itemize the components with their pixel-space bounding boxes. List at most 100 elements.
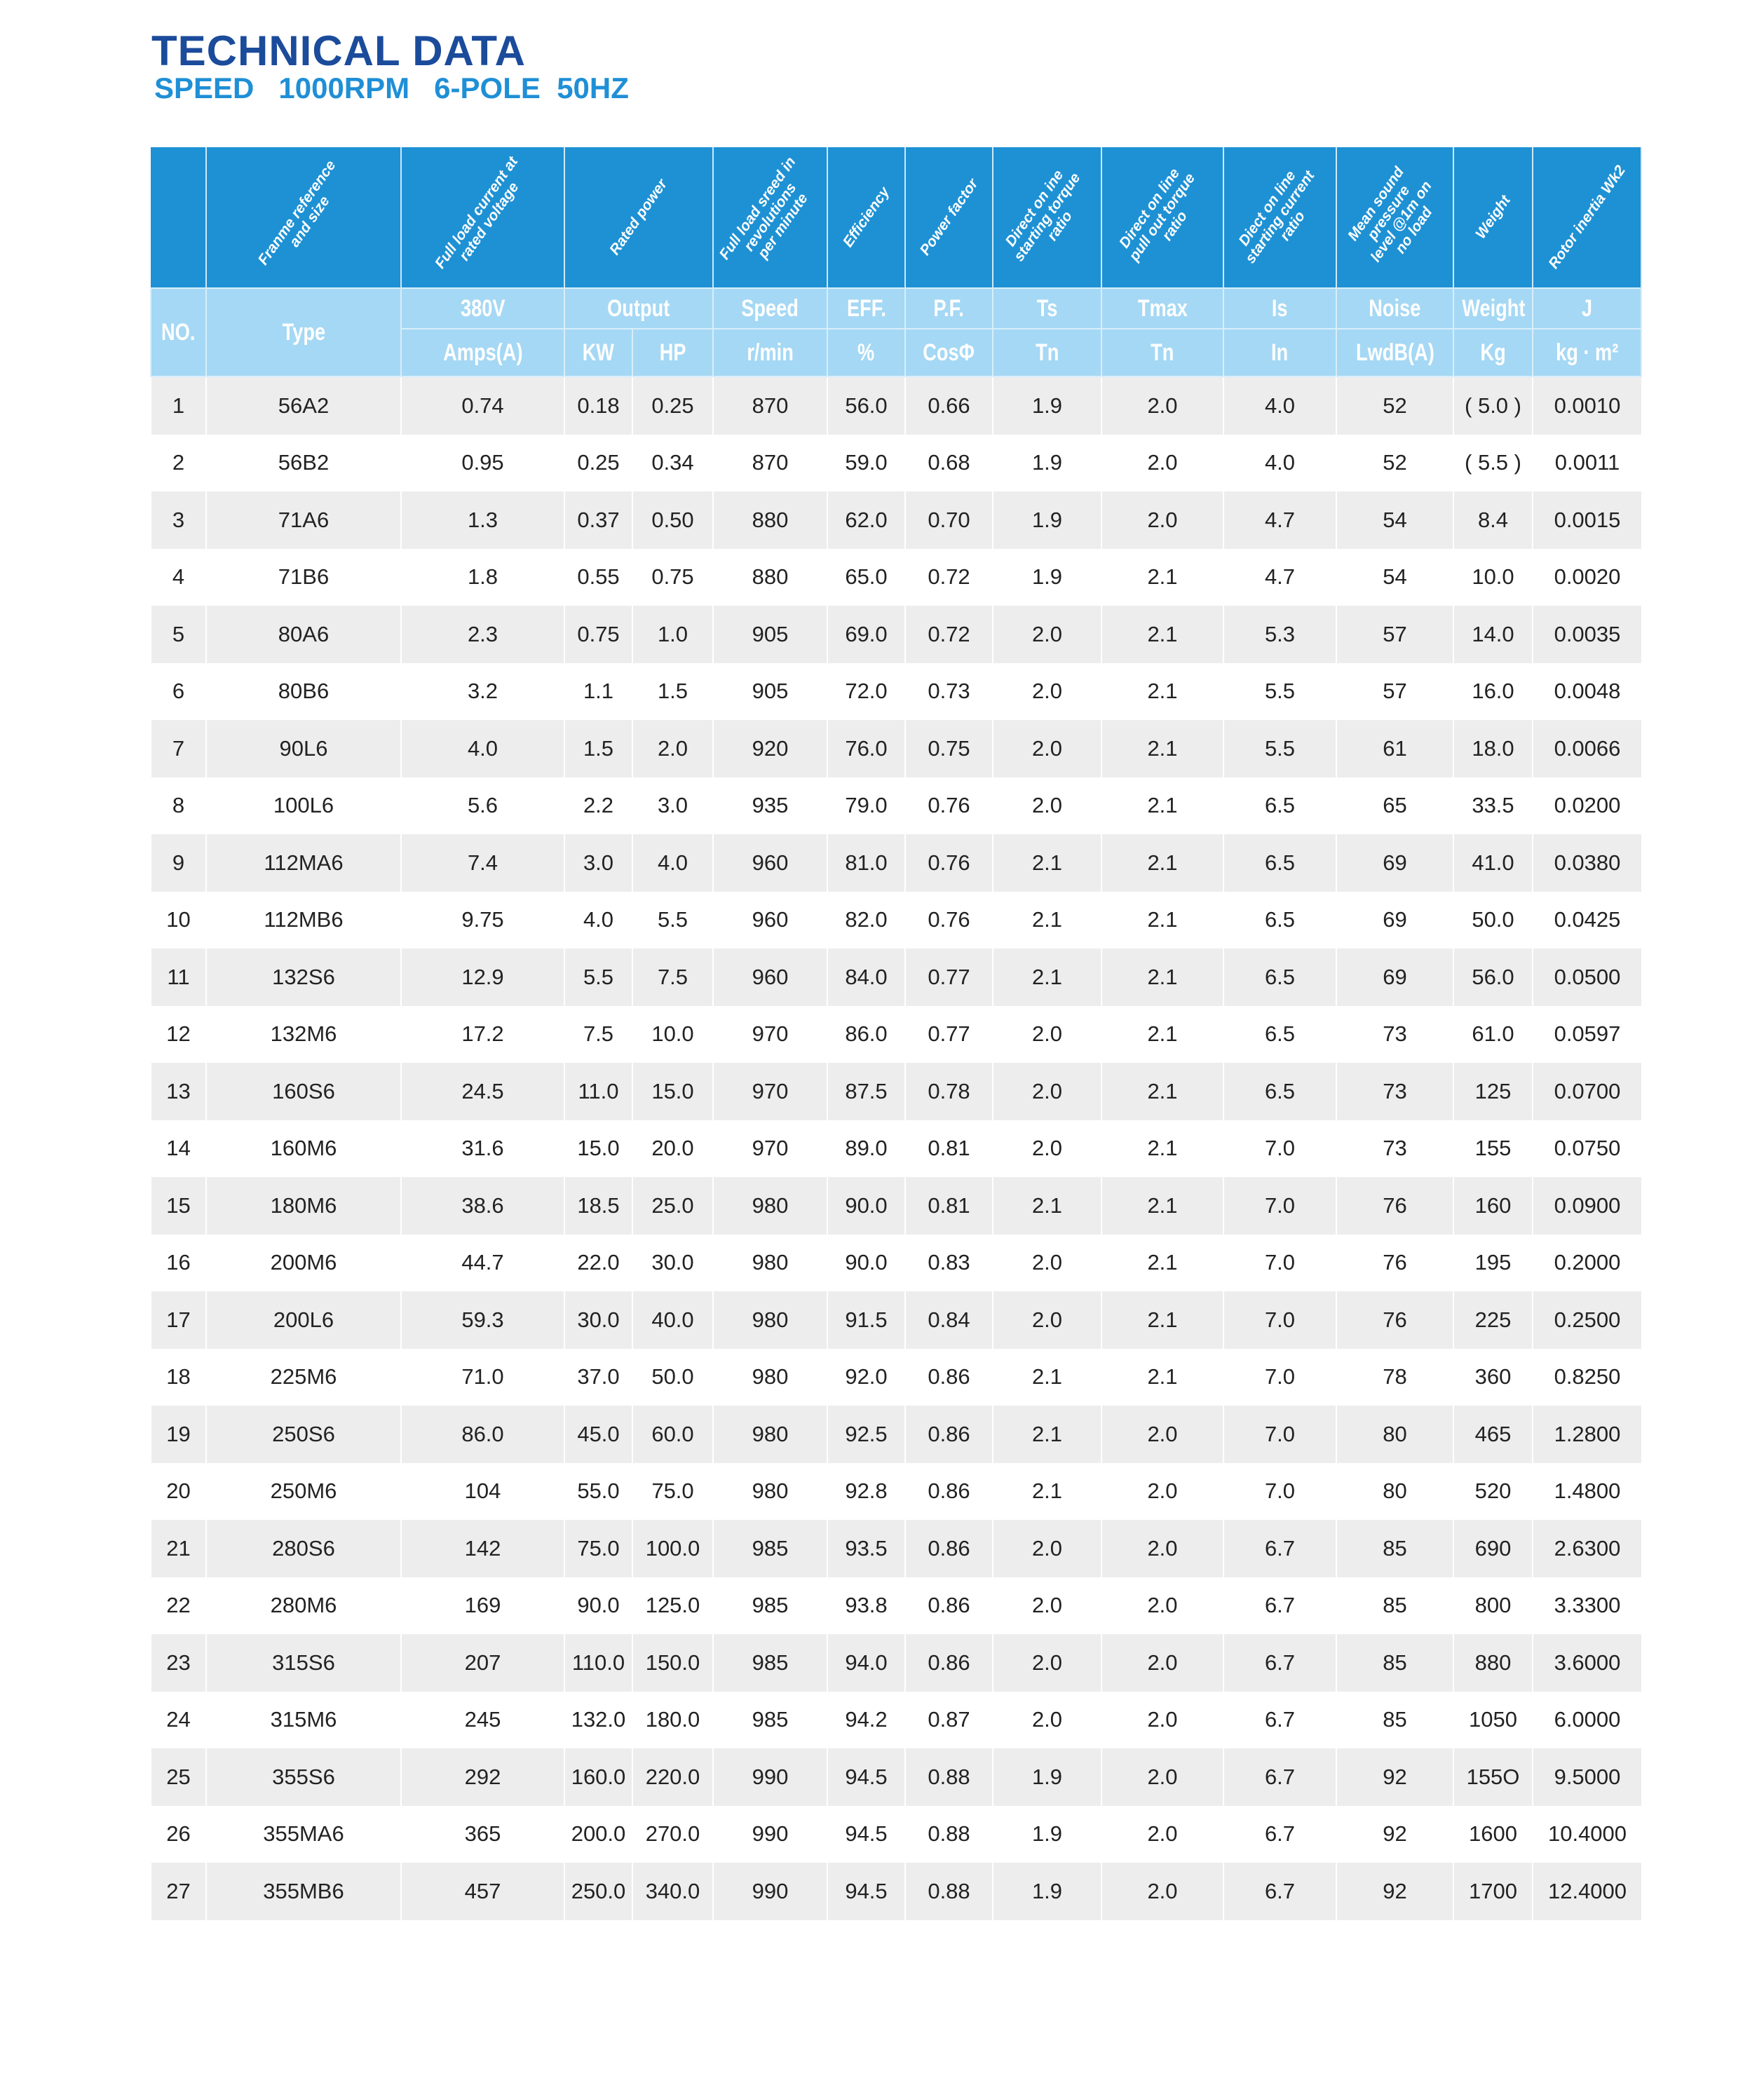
table-cell: 84.0: [827, 949, 905, 1006]
table-cell: 57: [1336, 662, 1453, 720]
table-cell: 0.68: [904, 434, 993, 491]
table-cell: 25.0: [632, 1177, 713, 1235]
table-cell: 9: [150, 834, 206, 892]
table-cell: 40.0: [632, 1291, 713, 1349]
table-cell: 2.1: [1101, 1120, 1223, 1177]
header-unit-label: Tn: [1035, 339, 1059, 366]
table-cell: 2.0: [992, 662, 1101, 720]
table-cell: 340.0: [632, 1863, 713, 1920]
table-cell: 2.0: [1101, 1863, 1223, 1920]
table-cell: 2.1: [992, 834, 1101, 892]
table-cell: 2.0: [992, 777, 1101, 834]
table-row: 3 71A6 1.3 0.37 0.50 880 62.0 0.70 1.9 2.0 4.7 54 8.…: [150, 491, 1641, 549]
table-cell: 4.0: [564, 891, 632, 949]
table-cell: 17: [150, 1291, 206, 1349]
table-cell: 0.25: [564, 434, 632, 491]
table-cell: 980: [712, 1462, 827, 1520]
table-row: 8 100L6 5.6 2.2 3.0 935 79.0 0.76 2.0 2.1 6.5 65 33.…: [150, 777, 1641, 834]
table-cell: 1.9: [992, 491, 1101, 549]
table-row: 23 315S6 207 110.0 150.0 985 94.0 0.86 2.0 2.0 6.7…: [150, 1634, 1641, 1692]
table-cell: 270.0: [632, 1805, 713, 1863]
table-cell: 94.0: [827, 1634, 905, 1692]
table-cell: 2.2: [564, 777, 632, 834]
table-cell: 2.1: [1101, 1005, 1223, 1063]
table-cell: 0.88: [904, 1805, 993, 1863]
table-cell: 0.86: [904, 1520, 993, 1577]
table-cell: 15.0: [632, 1063, 713, 1120]
header-unit-cell: Tn: [1101, 328, 1224, 377]
table-cell: 195: [1453, 1234, 1533, 1291]
header-unit-cell: r/min: [712, 328, 828, 377]
table-cell: 15.0: [564, 1120, 632, 1177]
table-cell: 5.5: [1223, 720, 1336, 777]
table-row: 14 160M6 31.6 15.0 20.0 970 89.0 0.81 2.0 2.1 7.0 7…: [150, 1120, 1641, 1177]
table-cell: 0.77: [904, 949, 993, 1006]
table-cell: 17.2: [400, 1005, 564, 1063]
table-cell: 160: [1453, 1177, 1533, 1235]
table-cell: 155: [1453, 1120, 1533, 1177]
header-unit-label: r/min: [747, 339, 794, 366]
table-cell: 44.7: [400, 1234, 564, 1291]
table-cell: 86.0: [827, 1005, 905, 1063]
table-cell: 970: [712, 1063, 827, 1120]
table-cell: 78: [1336, 1348, 1453, 1406]
table-cell: 31.6: [400, 1120, 564, 1177]
table-cell: 56A2: [205, 376, 401, 435]
table-cell: 520: [1453, 1462, 1533, 1520]
table-row: 27 355MB6 457 250.0 340.0 990 94.5 0.88 1.9 2.0 6.…: [150, 1863, 1641, 1920]
table-cell: 1.2800: [1532, 1406, 1641, 1463]
header-description-text: [151, 147, 205, 288]
table-cell: 207: [400, 1634, 564, 1692]
table-cell: 1.3: [400, 491, 564, 549]
table-cell: 15: [150, 1177, 206, 1235]
table-cell: 0.34: [632, 434, 713, 491]
table-cell: 2.0: [1101, 376, 1223, 435]
table-cell: 4: [150, 548, 206, 606]
table-cell: 93.5: [827, 1520, 905, 1577]
header-description-cell: Full load current at rated voltage: [400, 147, 565, 288]
table-cell: 245: [400, 1691, 564, 1748]
header-symbol-cell: Is: [1223, 287, 1337, 329]
table-cell: 355S6: [205, 1748, 401, 1806]
table-cell: 45.0: [564, 1406, 632, 1463]
table-row: 18 225M6 71.0 37.0 50.0 980 92.0 0.86 2.1 2.1 7.0 7…: [150, 1348, 1641, 1406]
table-cell: 73: [1336, 1005, 1453, 1063]
header-no-label: NO.: [161, 318, 196, 346]
table-cell: 7.0: [1223, 1462, 1336, 1520]
table-cell: 10: [150, 891, 206, 949]
header-symbol-cell: Noise: [1336, 287, 1454, 329]
table-cell: 94.5: [827, 1748, 905, 1806]
table-cell: 920: [712, 720, 827, 777]
table-cell: 2.1: [992, 1406, 1101, 1463]
table-cell: 3.0: [564, 834, 632, 892]
table-cell: 22: [150, 1577, 206, 1634]
table-cell: 11.0: [564, 1063, 632, 1120]
table-cell: 24.5: [400, 1063, 564, 1120]
header-symbol-cell: 380V: [400, 287, 565, 329]
table-cell: 990: [712, 1748, 827, 1806]
table-cell: 465: [1453, 1406, 1533, 1463]
table-cell: 1.9: [992, 1748, 1101, 1806]
table-row: 24 315M6 245 132.0 180.0 985 94.2 0.87 2.0 2.0 6.7…: [150, 1691, 1641, 1748]
table-cell: 94.2: [827, 1691, 905, 1748]
header-description-text: Diect on line starting current ratio: [1235, 168, 1318, 266]
table-cell: 1.4800: [1532, 1462, 1641, 1520]
table-cell: 85: [1336, 1634, 1453, 1692]
table-cell: 0.88: [904, 1748, 993, 1806]
table-cell: 2.0: [992, 720, 1101, 777]
table-cell: 970: [712, 1120, 827, 1177]
header-symbol-cell: Output: [564, 287, 714, 329]
table-row: 9 112MA6 7.4 3.0 4.0 960 81.0 0.76 2.1 2.1 6.5 69 41…: [150, 834, 1641, 892]
table-cell: 7.0: [1223, 1234, 1336, 1291]
table-cell: 880: [1453, 1634, 1533, 1692]
table-cell: 0.83: [904, 1234, 993, 1291]
table-cell: 100L6: [205, 777, 401, 834]
table-cell: 0.86: [904, 1577, 993, 1634]
table-cell: 7.4: [400, 834, 564, 892]
table-cell: 200L6: [205, 1291, 401, 1349]
table-cell: 5.5: [564, 949, 632, 1006]
table-cell: 3.0: [632, 777, 713, 834]
table-cell: 33.5: [1453, 777, 1533, 834]
table-cell: 905: [712, 662, 827, 720]
table-cell: 89.0: [827, 1120, 905, 1177]
